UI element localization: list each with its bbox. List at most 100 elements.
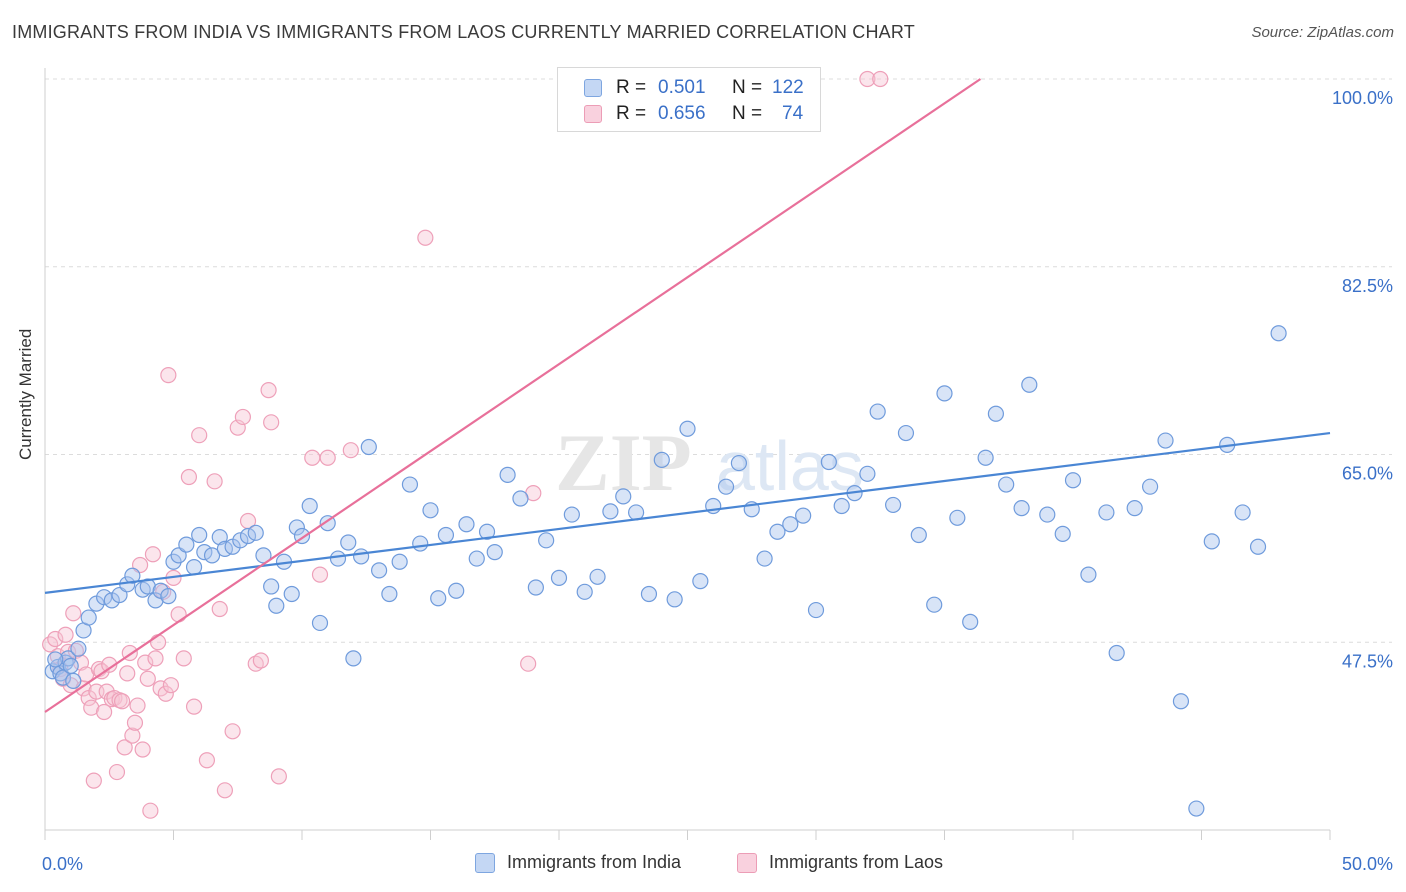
india-point [615, 488, 632, 505]
india-point [147, 592, 164, 609]
india-point [70, 640, 87, 657]
laos-point [191, 427, 208, 444]
india-point [987, 405, 1005, 422]
india-point [499, 466, 516, 483]
india-point [1157, 432, 1174, 449]
india-point [926, 596, 943, 613]
india-point [178, 536, 195, 553]
india-point [203, 547, 221, 564]
india-point [139, 578, 156, 595]
india-point [62, 657, 79, 674]
laos-point [224, 723, 241, 740]
india-point [782, 516, 799, 533]
india-point [371, 562, 388, 579]
y-tick-label: 65.0% [1342, 464, 1393, 484]
india-point [185, 559, 203, 576]
series-legend: Immigrants from India Immigrants from La… [0, 852, 1406, 876]
n-value: 74 [782, 103, 804, 124]
india-point [1203, 533, 1220, 550]
india-point [391, 553, 408, 570]
india-point [288, 519, 305, 536]
india-point [756, 550, 773, 567]
india-point [807, 601, 825, 619]
india-point [247, 524, 264, 541]
laos-point [108, 763, 126, 781]
laos-point [96, 703, 113, 721]
laos-point [260, 382, 277, 399]
india-point [795, 507, 812, 524]
y-tick-label: 100.0% [1332, 88, 1393, 108]
laos-legend-swatch [737, 852, 757, 873]
india-point [191, 526, 208, 544]
laos-point [211, 600, 228, 618]
laos-point [129, 697, 146, 714]
india-point [211, 529, 228, 546]
india-point [538, 532, 555, 549]
india-point [345, 650, 362, 667]
india-point [589, 568, 606, 585]
india-point [949, 509, 966, 526]
y-tick-label: 82.5% [1342, 276, 1393, 296]
trend-lines [44, 78, 1331, 713]
laos-point [206, 473, 223, 490]
india-point [602, 503, 619, 520]
n-label: N = [732, 77, 763, 98]
laos-point [116, 739, 133, 756]
india-point [448, 582, 465, 599]
india-point [640, 585, 658, 603]
laos-point [252, 652, 269, 669]
grid-lines [45, 78, 1392, 643]
laos-point [134, 741, 151, 758]
r-value: 0.656 [658, 103, 706, 124]
legend-label-laos: Immigrants from Laos [769, 852, 944, 872]
laos-point [170, 606, 187, 623]
laos-point [142, 802, 159, 819]
laos-point [520, 655, 537, 672]
india-point [1039, 506, 1056, 523]
india-points [44, 325, 1287, 817]
india-point [353, 548, 370, 565]
india-point [1021, 376, 1038, 393]
india-point [283, 585, 300, 603]
india-point [412, 535, 429, 552]
laos-point [101, 656, 118, 673]
india-point [1013, 500, 1030, 517]
india-point [527, 579, 544, 596]
india-point [936, 385, 953, 402]
laos-point [157, 685, 174, 702]
india-point [401, 476, 419, 493]
india-point [437, 526, 455, 544]
india-point [1080, 566, 1097, 583]
india-point [268, 597, 285, 614]
legend-row-india: R = 0.501 N = 122 [584, 76, 804, 100]
watermark: ZIP atlas [555, 417, 864, 508]
laos-point [85, 772, 102, 789]
india-legend-swatch [475, 852, 495, 873]
india-point [340, 534, 357, 551]
india-point [730, 454, 748, 472]
legend-label-india: Immigrants from India [507, 852, 682, 872]
laos-point [304, 449, 321, 466]
india-point [1249, 538, 1267, 555]
india-point [1126, 500, 1143, 517]
india-point [869, 403, 886, 420]
india-point [458, 516, 475, 533]
india-point [998, 476, 1015, 493]
laos-point [342, 442, 359, 459]
laos-point [65, 605, 82, 622]
india-point [47, 651, 64, 668]
laos-point [149, 634, 167, 651]
laos-point [147, 650, 164, 667]
chart-title: IMMIGRANTS FROM INDIA VS IMMIGRANTS FROM… [12, 22, 915, 42]
india-point [301, 497, 318, 515]
india-point [160, 588, 177, 605]
laos-point [57, 626, 74, 643]
india-point [962, 613, 979, 630]
n-label: N = [732, 103, 763, 124]
legend-item-laos: Immigrants from Laos [737, 852, 943, 873]
laos-points [42, 70, 889, 819]
legend-item-india: Immigrants from India [475, 852, 681, 873]
india-point [360, 438, 377, 456]
india-point [124, 567, 141, 584]
india-point [859, 465, 876, 482]
